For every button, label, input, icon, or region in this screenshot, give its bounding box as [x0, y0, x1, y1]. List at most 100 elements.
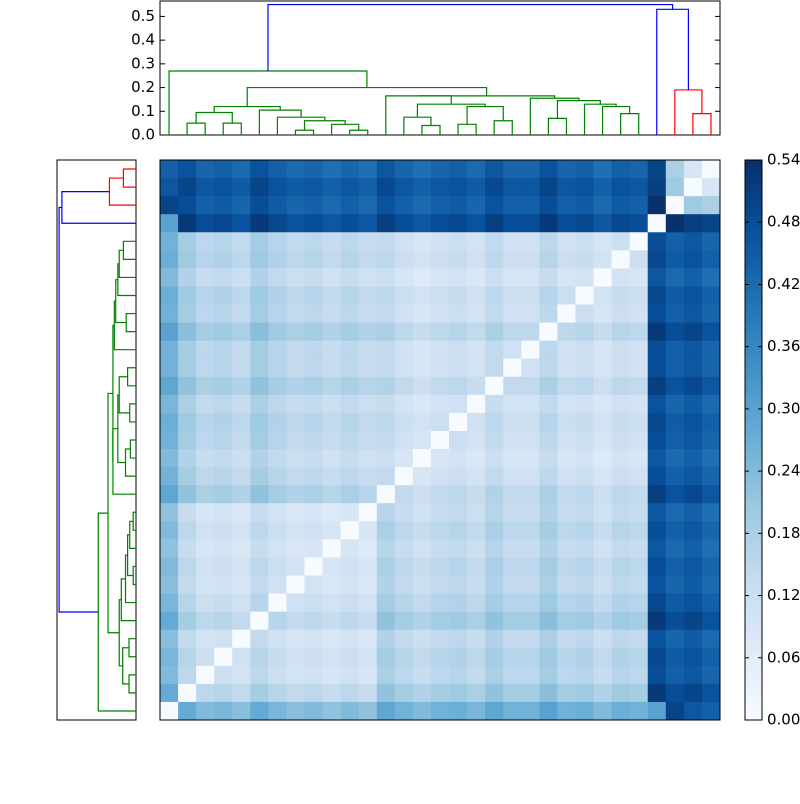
heatmap-cell: [539, 160, 558, 179]
heatmap-cell: [430, 232, 450, 251]
heatmap-cell: [611, 340, 631, 360]
heatmap-cell: [286, 539, 305, 558]
heatmap-cell: [485, 178, 504, 197]
heatmap-cell: [268, 647, 287, 667]
heatmap-cell: [683, 449, 703, 468]
heatmap-cell: [683, 286, 703, 305]
heatmap-cell: [160, 268, 179, 287]
heatmap-cell: [412, 178, 432, 197]
heatmap-cell: [412, 412, 432, 432]
heatmap-cell: [647, 611, 667, 631]
heatmap-cell: [232, 521, 251, 540]
heatmap-cell: [683, 178, 703, 197]
heatmap-cell: [665, 214, 685, 233]
heatmap-cell: [503, 286, 522, 305]
heatmap-cell: [593, 521, 613, 540]
heatmap-cell: [196, 286, 215, 305]
heatmap-cell: [449, 485, 468, 504]
heatmap-cell: [575, 629, 594, 649]
heatmap-cell: [412, 304, 432, 323]
heatmap-cell: [593, 286, 613, 305]
heatmap-cell: [412, 430, 432, 450]
heatmap-cell: [412, 250, 432, 269]
heatmap-cell: [611, 593, 631, 613]
heatmap-cell: [394, 322, 414, 342]
heatmap-cell: [286, 647, 305, 667]
heatmap-cell: [665, 593, 685, 613]
heatmap-cell: [575, 701, 594, 721]
left-dendrogram-link: [120, 578, 136, 622]
heatmap-cell: [557, 304, 576, 323]
heatmap-cell: [647, 467, 667, 486]
heatmap-cell: [611, 701, 631, 721]
heatmap-cell: [268, 467, 287, 486]
heatmap-cell: [521, 304, 540, 323]
y-tick-label: 0.0: [131, 126, 155, 144]
heatmap-cell: [701, 665, 721, 685]
heatmap-cell: [376, 250, 396, 269]
heatmap-cell: [304, 178, 323, 197]
heatmap-cell: [467, 557, 486, 576]
heatmap-cell: [412, 232, 432, 251]
heatmap-cell: [322, 449, 342, 468]
heatmap-cell: [250, 593, 269, 613]
heatmap-cell: [521, 521, 540, 540]
heatmap-cell: [611, 647, 631, 667]
heatmap-cell: [394, 304, 414, 323]
heatmap-cell: [611, 160, 631, 179]
heatmap-cell: [394, 593, 414, 613]
heatmap-cell: [250, 503, 269, 522]
heatmap-cell: [539, 629, 558, 649]
heatmap-cell: [160, 412, 179, 432]
heatmap-cell: [214, 629, 233, 649]
heatmap-cell: [647, 340, 667, 360]
top-dendrogram-link: [493, 120, 513, 135]
heatmap-cell: [250, 485, 269, 504]
heatmap-cell: [412, 286, 432, 305]
heatmap-cell: [665, 430, 685, 450]
heatmap-cell: [430, 593, 450, 613]
heatmap-cell: [503, 575, 522, 594]
heatmap-cell: [503, 178, 522, 197]
heatmap-cell: [376, 394, 396, 414]
heatmap-cell: [196, 214, 215, 233]
heatmap-cell: [575, 485, 594, 504]
heatmap-cell: [503, 449, 522, 468]
heatmap-cell: [449, 521, 468, 540]
heatmap-cell: [629, 503, 649, 522]
heatmap-cell: [232, 665, 251, 685]
heatmap-cell: [412, 358, 432, 378]
heatmap-cell: [412, 593, 432, 613]
left-dendrogram-link: [112, 428, 136, 495]
heatmap-cell: [629, 214, 649, 233]
heatmap-cell: [268, 394, 287, 414]
heatmap-cell: [286, 196, 305, 215]
heatmap-cell: [358, 701, 378, 721]
heatmap-cell: [683, 647, 703, 667]
heatmap-cell: [449, 539, 468, 558]
heatmap-cell: [268, 196, 287, 215]
heatmap-cell: [557, 449, 576, 468]
heatmap-cell: [304, 358, 323, 378]
top-dendrogram-link: [692, 113, 712, 135]
heatmap-cell: [430, 376, 450, 396]
heatmap-cell: [485, 430, 504, 450]
heatmap-cell: [376, 629, 396, 649]
heatmap-cell: [322, 485, 342, 504]
heatmap-cell: [232, 340, 251, 360]
heatmap-cell: [647, 214, 667, 233]
heatmap-cell: [521, 539, 540, 558]
heatmap-cell: [665, 665, 685, 685]
heatmap-cell: [683, 467, 703, 486]
heatmap-cell: [539, 358, 558, 378]
heatmap-cell: [539, 412, 558, 432]
heatmap-cell: [503, 665, 522, 685]
heatmap-cell: [467, 575, 486, 594]
heatmap-cell: [340, 394, 360, 414]
heatmap-cell: [430, 304, 450, 323]
heatmap-cell: [557, 683, 576, 703]
heatmap-cell: [214, 358, 233, 378]
heatmap-cell: [593, 467, 613, 486]
heatmap-cell: [340, 160, 360, 179]
